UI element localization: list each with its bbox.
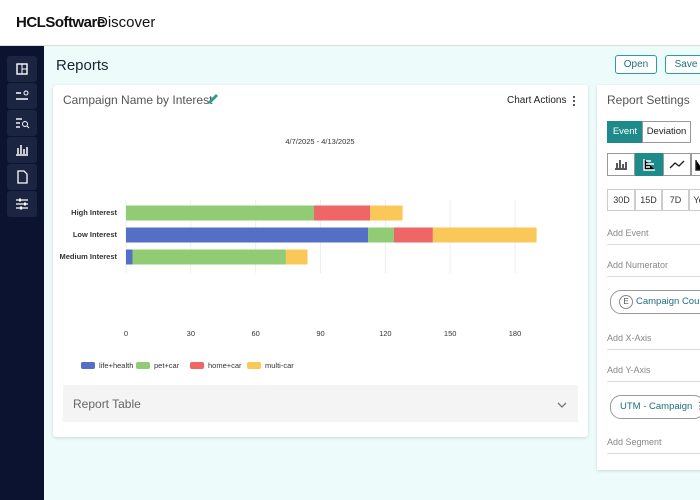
- bar-segment: [126, 249, 133, 265]
- axis-chip[interactable]: UTM - Campaign ⋮: [610, 395, 700, 419]
- chart-actions[interactable]: Chart Actions: [507, 95, 567, 106]
- y-tick-label: Medium Interest: [59, 252, 117, 261]
- legend-label: life+health: [99, 361, 133, 370]
- nav-files[interactable]: [7, 164, 37, 190]
- period-button[interactable]: 7D: [661, 189, 690, 211]
- nav-dashboard[interactable]: [7, 56, 37, 82]
- report-table-accordion[interactable]: [63, 385, 578, 422]
- add-event[interactable]: Add Event: [607, 228, 700, 245]
- bar-segment: [370, 205, 403, 221]
- x-tick-label: 120: [379, 329, 392, 338]
- card-title: Campaign Name by Interest: [63, 93, 213, 107]
- bar-segment: [314, 205, 371, 221]
- legend-swatch: [81, 362, 95, 369]
- bar-segment: [126, 227, 369, 243]
- product: Discover: [97, 14, 156, 31]
- x-tick-label: 90: [316, 329, 324, 338]
- y-tick-label: High Interest: [71, 208, 117, 217]
- y-tick-label: Low Interest: [73, 230, 118, 239]
- bar-segment: [285, 249, 308, 265]
- chip-label: Campaign Count: [636, 296, 700, 307]
- legend-swatch: [247, 362, 261, 369]
- nav-search[interactable]: [7, 110, 37, 136]
- legend-label: multi-car: [265, 361, 294, 370]
- event-toggle[interactable]: Event: [607, 121, 643, 143]
- nav-settings[interactable]: [7, 191, 37, 217]
- chart: 4/7/2025 - 4/13/2025 0 30 60 90 120 150 180 Hig…: [59, 137, 537, 370]
- more-icon[interactable]: [571, 95, 577, 107]
- legend-label: pet+car: [154, 361, 180, 370]
- brand: HCLSoftware: [16, 14, 105, 31]
- chart-type-selector[interactable]: [607, 153, 700, 176]
- add-y-axis[interactable]: Add Y-Axis: [607, 365, 700, 382]
- save-button[interactable]: Save: [665, 55, 700, 74]
- report-table-title: Report Table: [73, 397, 141, 411]
- period-button[interactable]: 15D: [634, 189, 663, 211]
- bar-segment: [393, 227, 433, 243]
- legend-swatch: [136, 362, 150, 369]
- x-tick-label: 30: [187, 329, 195, 338]
- add-numerator[interactable]: Add Numerator: [607, 260, 700, 277]
- chip-label: UTM - Campaign: [620, 401, 693, 412]
- chart-subtitle: 4/7/2025 - 4/13/2025: [285, 137, 354, 146]
- bar-segment: [126, 205, 315, 221]
- settings-title: Report Settings: [607, 93, 690, 107]
- add-x-axis[interactable]: Add X-Axis: [607, 333, 700, 350]
- nav-journeys[interactable]: [7, 83, 37, 109]
- x-tick-label: 150: [444, 329, 457, 338]
- header: [0, 0, 700, 46]
- chip-badge: E: [619, 295, 633, 309]
- period-button[interactable]: Year: [688, 189, 700, 211]
- expand-icon[interactable]: [556, 400, 568, 410]
- deviation-toggle[interactable]: Deviation: [642, 121, 691, 143]
- open-button[interactable]: Open: [615, 55, 657, 74]
- legend-swatch: [190, 362, 204, 369]
- sidebar: [0, 46, 44, 500]
- x-tick-label: 60: [251, 329, 259, 338]
- page-title: Reports: [56, 57, 109, 74]
- bar-segment: [368, 227, 394, 243]
- legend-label: home+car: [208, 361, 242, 370]
- bar-segment: [432, 227, 537, 243]
- nav-reports[interactable]: [7, 137, 37, 163]
- period-button[interactable]: 30D: [607, 189, 636, 211]
- edit-icon[interactable]: [206, 92, 220, 106]
- add-segment[interactable]: Add Segment: [607, 437, 700, 454]
- bar-segment: [132, 249, 286, 265]
- x-tick-label: 0: [124, 329, 128, 338]
- x-tick-label: 180: [509, 329, 522, 338]
